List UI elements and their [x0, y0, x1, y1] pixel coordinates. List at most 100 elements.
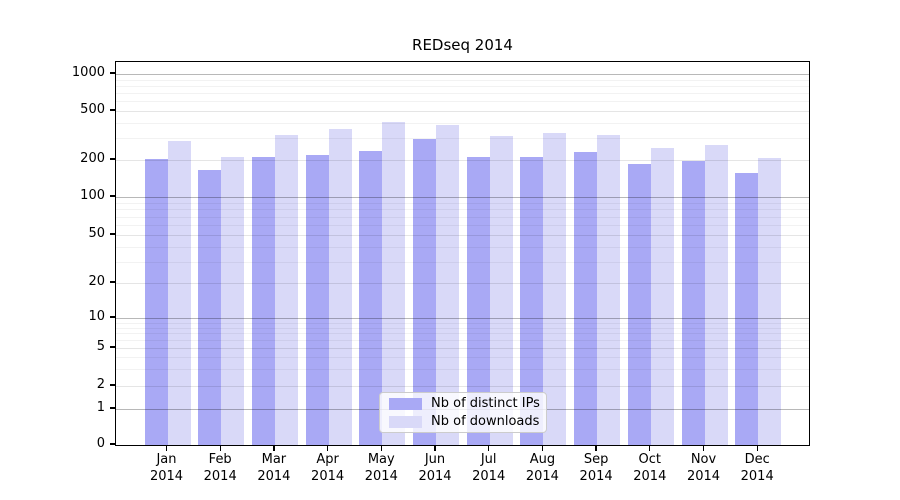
bar-downloads-mar [274, 134, 298, 445]
y-tick-mark [110, 407, 115, 409]
y-tick-mark [110, 346, 115, 348]
y-tick-mark [110, 443, 115, 445]
gridline [116, 111, 809, 112]
x-tick-mark [434, 446, 436, 451]
gridline [116, 122, 809, 124]
gridline [116, 333, 809, 335]
plot-area [115, 61, 810, 446]
legend-label-distinct-ips: Nb of distinct IPs [431, 396, 540, 411]
bar-downloads-aug [543, 132, 567, 445]
x-tick-label-apr: Apr 2014 [311, 452, 345, 484]
bar-distinct-ips-oct [627, 163, 651, 445]
x-tick-mark [326, 446, 329, 451]
y-tick-mark [110, 109, 115, 111]
y-tick-label-2: 2 [96, 377, 105, 392]
bar-downloads-dec [758, 158, 782, 445]
x-tick-mark [380, 446, 382, 451]
y-tick-label-5: 5 [96, 339, 105, 354]
gridline [116, 322, 809, 324]
y-tick-label-10: 10 [88, 309, 105, 324]
y-tick-mark [110, 233, 115, 235]
y-tick-label-500: 500 [80, 102, 105, 117]
y-tick-label-1: 1 [96, 400, 105, 415]
x-tick-label-dec: Dec 2014 [740, 452, 774, 484]
y-tick-mark [110, 158, 115, 160]
gridline [116, 357, 809, 359]
gridline [116, 160, 809, 161]
y-tick-mark [110, 195, 115, 197]
x-tick-label-nov: Nov 2014 [686, 452, 721, 484]
x-tick-label-sep: Sep 2014 [579, 452, 613, 484]
x-tick-mark [165, 446, 168, 451]
x-tick-label-may: May 2014 [364, 452, 398, 484]
y-tick-label-50: 50 [88, 226, 105, 241]
legend-swatch-distinct-ips [389, 397, 422, 410]
bar-downloads-nov [704, 145, 728, 445]
bar-downloads-apr [328, 128, 352, 445]
gridline [116, 348, 809, 349]
gridline [116, 216, 809, 218]
bar-distinct-ips-aug [520, 156, 544, 445]
legend-label-downloads: Nb of downloads [431, 414, 540, 429]
bar-distinct-ips-jul [466, 156, 490, 445]
bar-distinct-ips-apr [305, 155, 329, 445]
bar-downloads-feb [221, 156, 245, 445]
gridline [116, 235, 809, 236]
y-tick-label-100: 100 [80, 188, 105, 203]
x-tick-mark [219, 446, 221, 451]
y-tick-label-200: 200 [80, 151, 105, 166]
y-tick-mark [110, 281, 115, 283]
y-tick-mark [110, 384, 115, 386]
bar-distinct-ips-sep [574, 151, 598, 445]
bar-downloads-may [382, 122, 406, 445]
legend-swatch-downloads [389, 415, 422, 428]
gridline [116, 74, 809, 75]
y-tick-label-20: 20 [88, 274, 105, 289]
y-tick-mark [110, 72, 115, 74]
bar-distinct-ips-may [359, 150, 383, 445]
gridline [116, 283, 809, 284]
bar-distinct-ips-jun [413, 139, 436, 445]
bar-distinct-ips-feb [198, 169, 222, 445]
chart-title: REDseq 2014 [412, 36, 513, 54]
legend: Nb of distinct IPs Nb of downloads [379, 392, 547, 433]
gridline [116, 340, 809, 342]
x-tick-mark [273, 446, 275, 451]
gridline [116, 202, 809, 204]
x-tick-mark [488, 446, 490, 451]
bar-downloads-oct [650, 148, 674, 445]
x-tick-label-jan: Jan 2014 [149, 452, 184, 484]
gridline [116, 246, 809, 248]
x-tick-mark [756, 446, 758, 451]
x-tick-label-jul: Jul 2014 [472, 452, 506, 484]
legend-entry-distinct-ips: Nb of distinct IPs [380, 396, 546, 411]
gridline [116, 79, 809, 81]
y-tick-label-1000: 1000 [71, 65, 105, 80]
gridline [116, 369, 809, 371]
bar-distinct-ips-dec [735, 172, 759, 445]
x-tick-label-oct: Oct 2014 [633, 452, 667, 484]
legend-entry-downloads: Nb of downloads [380, 414, 546, 429]
gridline [116, 85, 809, 87]
y-tick-mark [110, 316, 115, 318]
bar-distinct-ips-jan [144, 159, 168, 445]
x-tick-label-mar: Mar 2014 [257, 452, 291, 484]
bar-distinct-ips-nov [681, 160, 705, 445]
x-tick-label-aug: Aug 2014 [525, 452, 559, 484]
gridline [116, 101, 809, 103]
gridline [116, 138, 809, 140]
gridline [116, 386, 809, 387]
x-tick-mark [702, 446, 705, 451]
gridline [116, 225, 809, 226]
x-tick-mark [649, 446, 651, 451]
gridline [116, 209, 809, 211]
bar-downloads-jun [436, 125, 459, 445]
bar-distinct-ips-mar [251, 156, 275, 445]
x-tick-label-jun: Jun 2014 [418, 452, 452, 484]
bar-downloads-jan [167, 140, 191, 445]
x-tick-mark [541, 446, 544, 451]
gridline [116, 318, 809, 319]
x-tick-mark [595, 446, 597, 451]
bar-downloads-jul [489, 136, 513, 445]
